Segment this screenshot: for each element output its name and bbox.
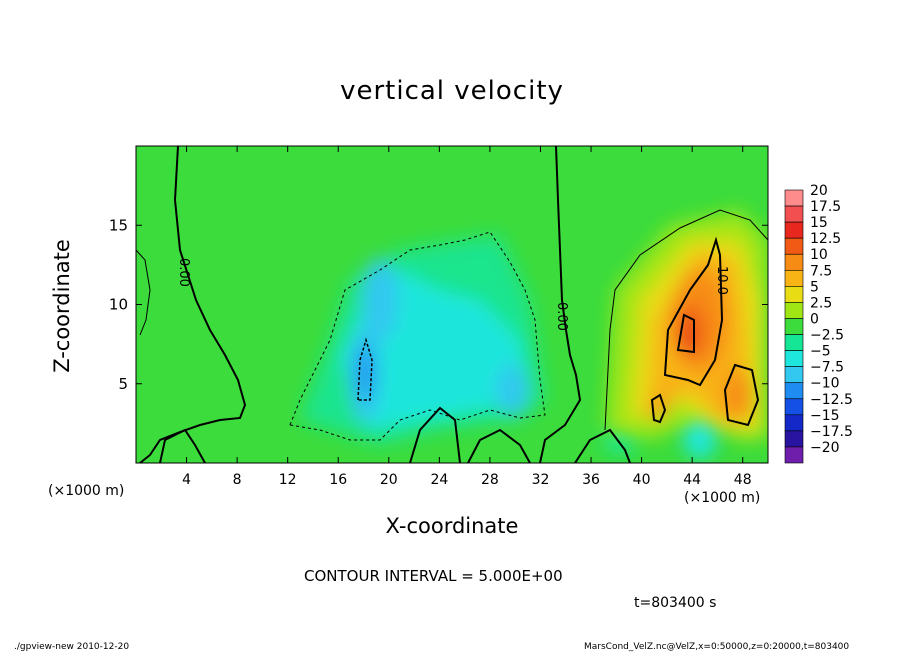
colorbar-label: −17.5	[810, 424, 853, 440]
colorbar-swatch	[784, 350, 804, 367]
colorbar-label: 7.5	[810, 263, 832, 279]
ridge-left	[159, 428, 206, 463]
x-tick-label: 20	[380, 472, 398, 488]
colorbar-swatch	[784, 189, 804, 207]
colorbar-label: −5	[810, 344, 831, 360]
colorbar-swatch	[784, 430, 804, 448]
y-axis-label: Z-coordinate	[50, 239, 74, 373]
x-axis: 4 8 12 16 20 24 28 32 36 40 44 48	[182, 146, 752, 488]
colorbar-swatch	[784, 286, 804, 303]
x-tick-label: 36	[582, 472, 600, 488]
colorbar-label: −2.5	[810, 328, 844, 344]
x-tick-label: 32	[532, 472, 550, 488]
colorbar-label: 0	[810, 311, 819, 327]
colorbar-label: −20	[810, 440, 840, 456]
colorbar-swatch	[784, 205, 804, 223]
ridge-mid-2	[467, 428, 531, 463]
footer-right: MarsCond_VelZ.nc@VelZ,x=0:50000,z=0:2000…	[584, 642, 850, 652]
x-tick-label: 16	[329, 472, 347, 488]
colorbar-swatch	[784, 302, 804, 319]
contour-label-group: 0.00 0.00 10.0	[176, 258, 729, 331]
ridge-right	[574, 428, 631, 463]
y-tick-label: 10	[109, 296, 128, 314]
x-tick-label: 48	[734, 472, 752, 488]
x-tick-label: 44	[683, 472, 701, 488]
colorbar-label: −15	[810, 408, 840, 424]
x-tick-label: 24	[430, 472, 448, 488]
footer-left: ./gpview-new 2010-12-20	[14, 642, 130, 652]
colorbar-swatch	[784, 446, 804, 464]
x-tick-label: 8	[233, 472, 242, 488]
colorbar-label: −7.5	[810, 360, 844, 376]
x-axis-label: X-coordinate	[385, 514, 519, 538]
colorbar-swatch	[784, 237, 804, 255]
colorbar-label: 2.5	[810, 295, 832, 311]
contour-label-center: 0.00	[554, 302, 569, 331]
colorbar-label: 15	[810, 215, 828, 231]
colorbar-swatch	[784, 334, 804, 351]
downdraft-region	[300, 235, 718, 460]
chart-title: vertical velocity	[340, 76, 564, 106]
x-tick-label: 12	[279, 472, 297, 488]
time-stamp: t=803400 s	[634, 595, 717, 611]
y-tick-label: 5	[118, 375, 128, 393]
colorbar-swatch	[784, 414, 804, 432]
colorbar-label: 5	[810, 279, 819, 295]
x-tick-label: 40	[633, 472, 651, 488]
ridge-mid-1	[409, 406, 461, 463]
contour-label-left: 0.00	[176, 258, 191, 287]
neg-contour-inner	[357, 337, 373, 401]
pos-contour-10c	[650, 393, 667, 424]
colorbar-label: 20	[810, 183, 828, 199]
colorbar-swatch	[784, 398, 804, 416]
x-unit-left: (×1000 m)	[48, 483, 125, 499]
colorbar-label: 12.5	[810, 231, 841, 247]
zero-contour-left	[139, 146, 247, 463]
colorbar-swatch	[784, 382, 804, 400]
neg-contour	[289, 231, 546, 441]
zero-contour-center	[539, 146, 582, 463]
x-tick-label: 4	[182, 472, 191, 488]
pos-contour-10d	[676, 313, 695, 354]
heatmap-field	[136, 146, 768, 463]
contour-interval: CONTOUR INTERVAL = 5.000E+00	[304, 567, 563, 585]
pos-contour-10b	[723, 363, 760, 427]
pos-contour-10	[663, 236, 724, 387]
x-unit-right: (×1000 m)	[684, 490, 761, 506]
colorbar-label: 17.5	[810, 199, 841, 215]
x-tick-label: 28	[481, 472, 499, 488]
colorbar-label: 10	[810, 247, 828, 263]
colorbar-swatch	[784, 366, 804, 384]
colorbar-swatch	[784, 253, 804, 271]
colorbar-swatch	[784, 269, 804, 287]
y-axis: 5 10 15	[109, 216, 768, 393]
zero-contour-thin	[136, 249, 151, 336]
colorbar-label: −12.5	[810, 392, 853, 408]
colorbar-swatch	[784, 318, 804, 335]
colorbar-label: −10	[810, 376, 840, 392]
colorbar: 2017.51512.5107.552.50−2.5−5−7.5−10−12.5…	[784, 183, 853, 464]
contour-lines	[136, 146, 768, 463]
colorbar-swatch	[784, 221, 804, 239]
pos-contour-outer	[604, 209, 768, 431]
y-tick-label: 15	[109, 216, 128, 234]
contour-label-right: 10.0	[714, 266, 729, 295]
